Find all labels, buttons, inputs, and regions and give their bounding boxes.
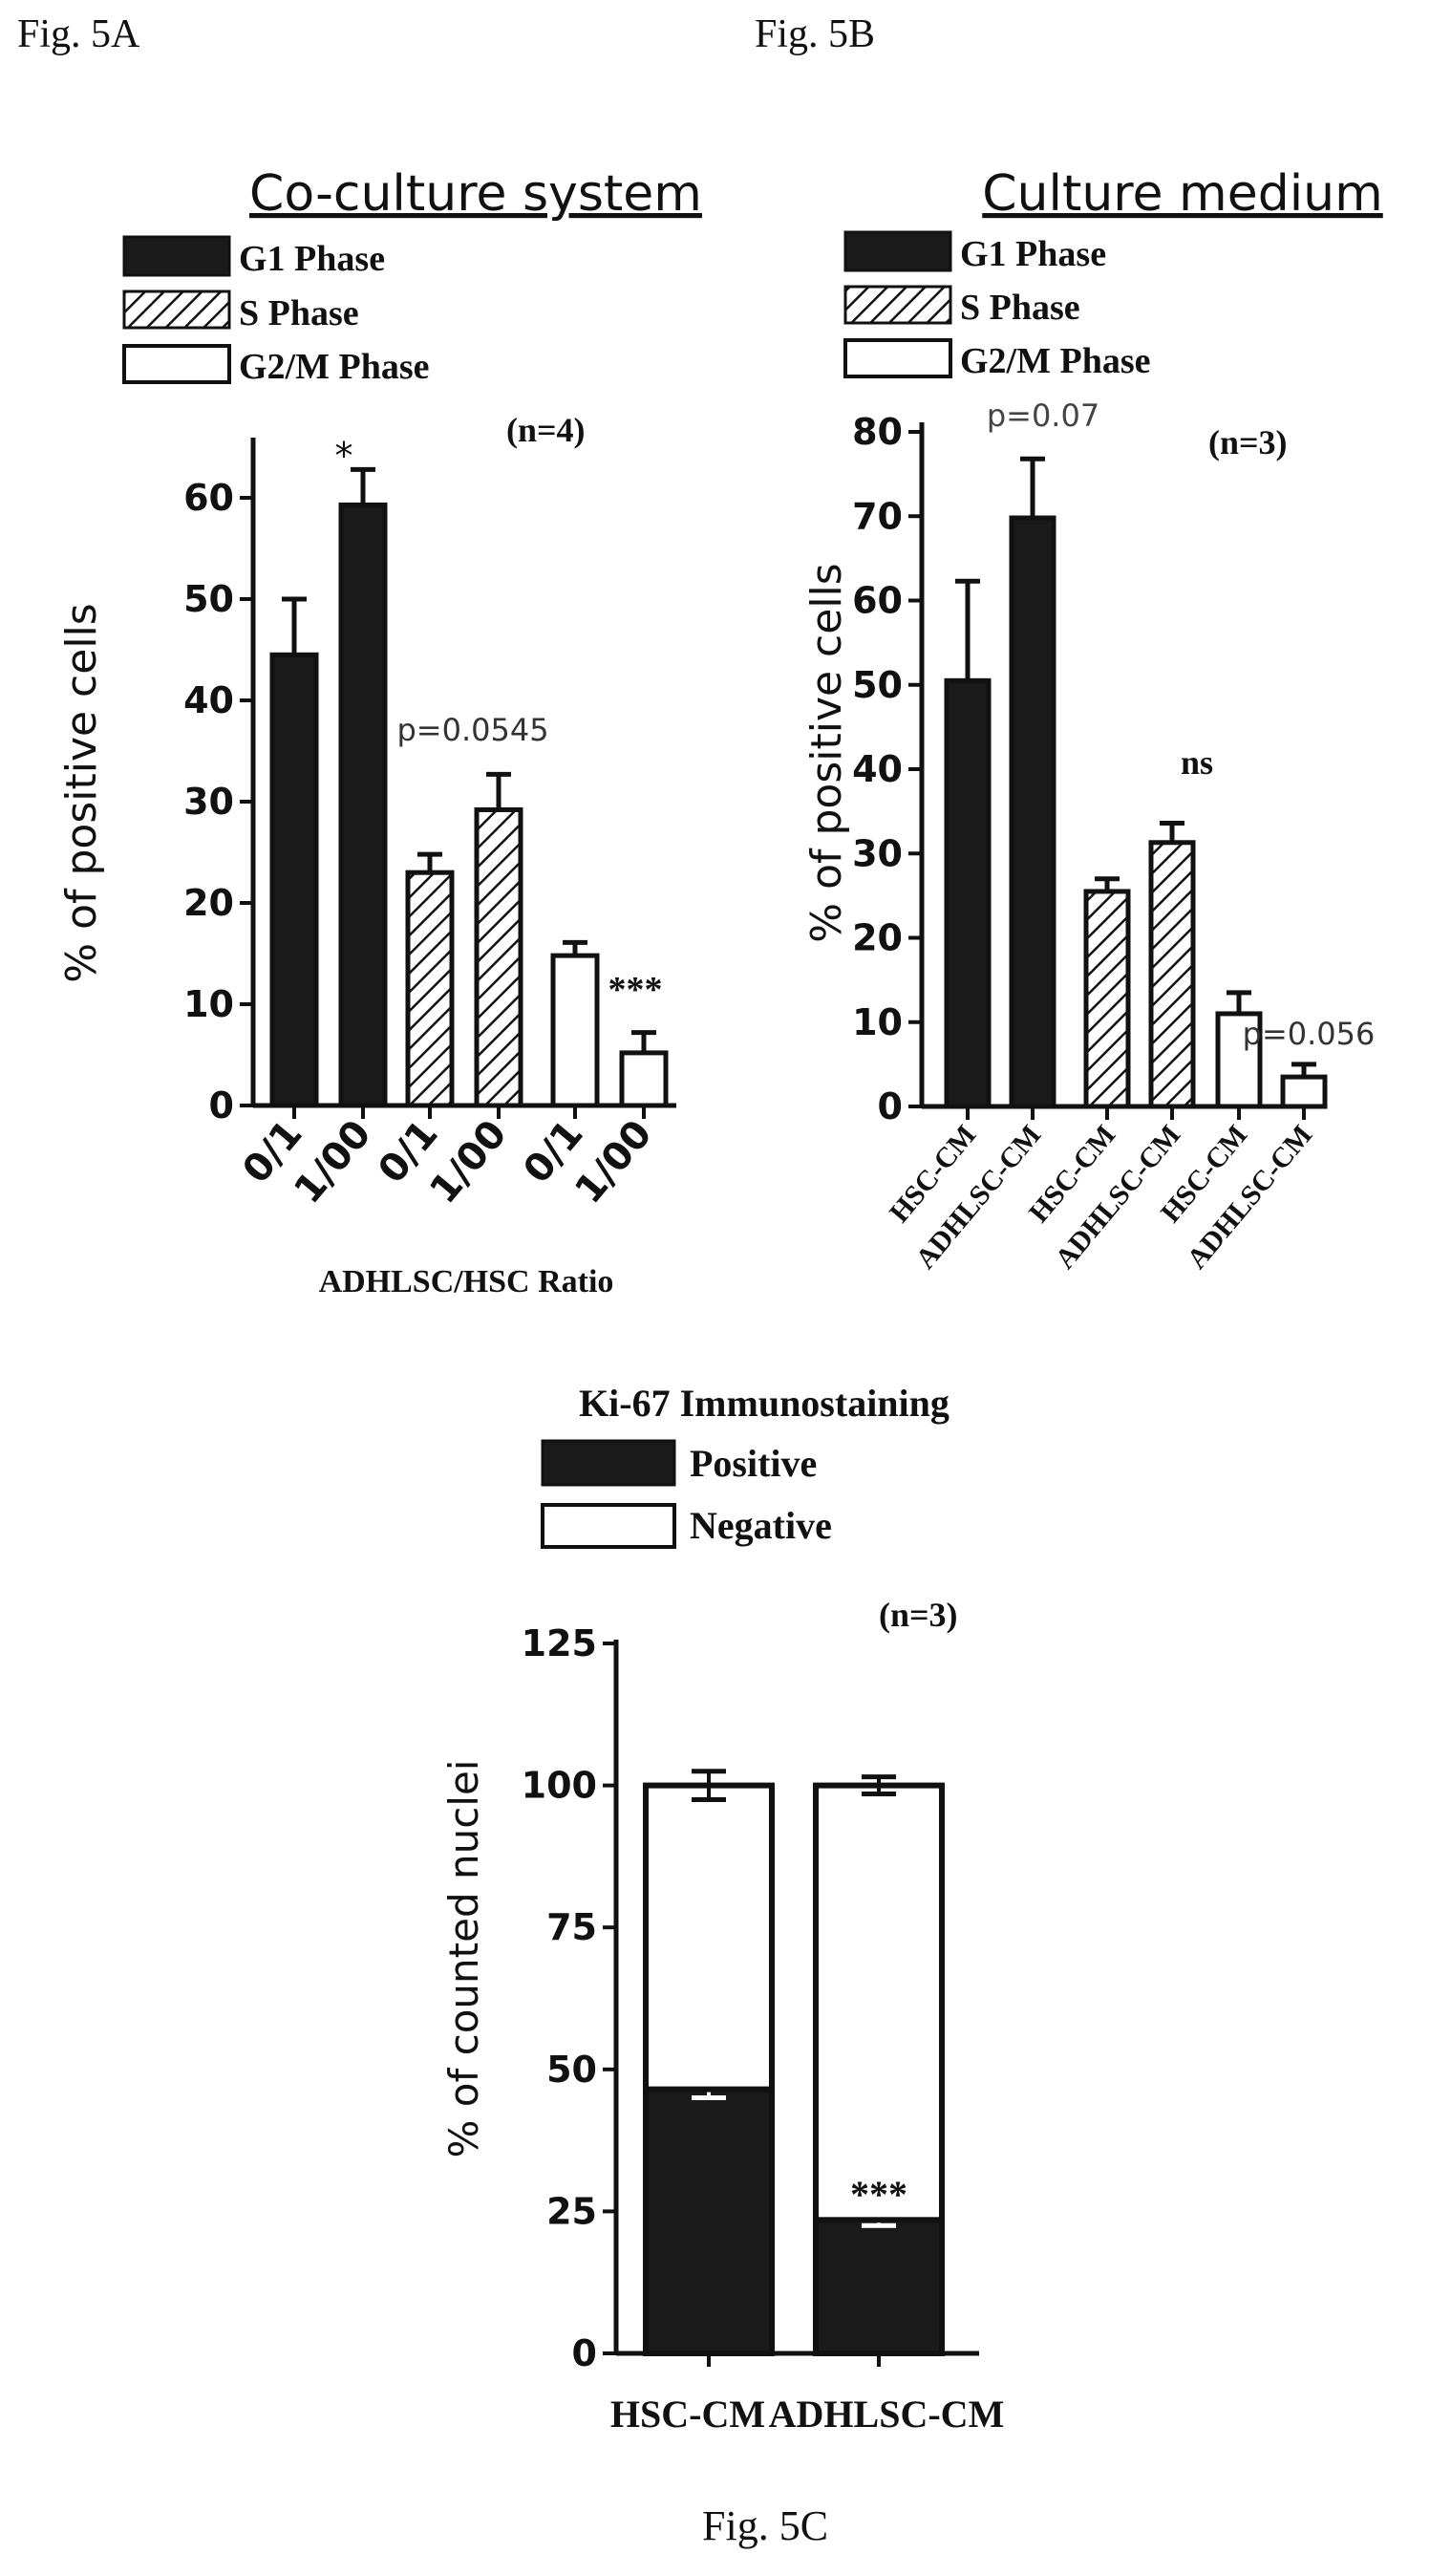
bar-segment <box>813 1782 945 2223</box>
annotation-label: p=0.07 <box>987 397 1099 434</box>
annotation-label: * <box>335 435 353 477</box>
y-tick-label: 50 <box>183 578 234 620</box>
y-tick-label: 75 <box>546 1906 597 1948</box>
legend-s-label: S Phase <box>960 288 1080 328</box>
bar <box>1148 840 1196 1109</box>
bar-segment <box>643 1782 775 2093</box>
y-tick-label: 30 <box>852 832 903 874</box>
legend-g1-label: G1 Phase <box>239 239 385 279</box>
fig-5b-label: Fig. 5B <box>755 12 876 56</box>
y-tick-label: 50 <box>852 664 903 706</box>
panel-a-plot: 01020304050600/11/00*0/11/00p=0.05450/11… <box>183 435 676 1213</box>
panel-a-sample-size: (n=4) <box>506 411 586 449</box>
panel-b-legend: G1 Phase S Phase G2/M Phase <box>843 230 1150 381</box>
y-tick-label: 0 <box>209 1084 234 1127</box>
bar <box>405 869 455 1108</box>
panel-b-y-axis-title: % of positive cells <box>802 563 851 942</box>
panel-b-title: Culture medium <box>982 165 1383 223</box>
panel-c-sample-size: (n=3) <box>879 1596 958 1634</box>
panel-c-title: Ki-67 Immunostaining <box>579 1382 950 1425</box>
fig-5a-label: Fig. 5A <box>17 12 140 56</box>
y-tick-label: 10 <box>183 983 234 1025</box>
y-tick-label: 30 <box>183 781 234 823</box>
y-tick-label: 125 <box>522 1622 597 1664</box>
y-tick-label: 10 <box>852 1001 903 1043</box>
y-tick-label: 0 <box>572 2332 597 2374</box>
legend-s-swatch <box>843 285 952 325</box>
y-tick-label: 25 <box>546 2190 597 2232</box>
bar <box>550 953 600 1108</box>
bar <box>1083 889 1131 1109</box>
legend-g2m-swatch <box>843 338 952 378</box>
annotation-label: ns <box>1181 743 1213 782</box>
legend-g1-label: G1 Phase <box>960 234 1106 274</box>
y-tick-label: 20 <box>183 882 234 924</box>
panel-a: Co-culture system G1 Phase S Phase G2/M … <box>57 165 702 1299</box>
legend-positive-swatch <box>541 1439 676 1487</box>
y-tick-label: 0 <box>878 1085 903 1127</box>
y-tick-label: 20 <box>852 917 903 959</box>
legend-negative-label: Negative <box>690 1504 832 1547</box>
legend-positive-label: Positive <box>690 1442 817 1485</box>
legend-g2m-swatch <box>122 344 231 384</box>
y-tick-label: 40 <box>852 748 903 790</box>
x-tick-label: ADHLSC-CM <box>769 2393 1005 2436</box>
panel-b-plot: 01020304050607080HSC-CMADHLSC-CMp=0.07HS… <box>852 397 1375 1275</box>
annotation-label: *** <box>850 2173 907 2216</box>
bar <box>619 1050 669 1108</box>
y-tick-label: 70 <box>852 495 903 537</box>
legend-g1-swatch <box>122 235 231 277</box>
panel-a-legend: G1 Phase S Phase G2/M Phase <box>122 235 429 387</box>
bar <box>474 806 523 1108</box>
y-tick-label: 60 <box>183 477 234 519</box>
bar <box>338 502 388 1108</box>
x-tick-label: 1/00 <box>421 1112 515 1213</box>
panel-b: Culture medium G1 Phase S Phase G2/M Pha… <box>802 165 1383 1275</box>
bar-segment <box>813 2217 945 2356</box>
bar <box>1009 515 1056 1109</box>
legend-s-swatch <box>122 290 231 330</box>
fig-5c-label: Fig. 5C <box>702 2502 829 2549</box>
legend-g1-swatch <box>843 230 952 272</box>
legend-negative-swatch <box>541 1503 676 1549</box>
y-tick-label: 50 <box>546 2049 597 2091</box>
panel-c-legend: Positive Negative <box>541 1439 832 1549</box>
bar <box>1280 1074 1328 1109</box>
panel-a-y-axis-title: % of positive cells <box>57 603 106 982</box>
panel-b-sample-size: (n=3) <box>1208 423 1288 462</box>
y-tick-label: 100 <box>522 1765 597 1807</box>
legend-s-label: S Phase <box>239 293 359 333</box>
legend-g2m-label: G2/M Phase <box>239 347 429 387</box>
annotation-label: *** <box>608 970 663 1010</box>
panel-c: Ki-67 Immunostaining Positive Negative (… <box>440 1382 1004 2436</box>
x-tick-label: 1/00 <box>286 1112 379 1213</box>
panel-c-y-axis-title: % of counted nuclei <box>440 1760 487 2158</box>
bar <box>269 652 319 1108</box>
bar <box>944 677 992 1109</box>
y-tick-label: 80 <box>852 411 903 453</box>
bar <box>1215 1011 1263 1109</box>
panel-a-title: Co-culture system <box>249 165 702 223</box>
annotation-label: p=0.0545 <box>396 712 548 748</box>
y-tick-label: 60 <box>852 580 903 622</box>
annotation-label: p=0.056 <box>1243 1016 1376 1052</box>
y-tick-label: 40 <box>183 679 234 721</box>
x-tick-label: HSC-CM <box>610 2393 765 2436</box>
legend-g2m-label: G2/M Phase <box>960 341 1150 381</box>
bar-segment <box>643 2086 775 2356</box>
panel-c-plot: 0 25 50 75 100 125 HSC-CM ADHLSC-CM *** <box>522 1622 1005 2436</box>
x-tick-label: 1/00 <box>566 1112 660 1213</box>
panel-a-x-axis-title: ADHLSC/HSC Ratio <box>319 1264 614 1299</box>
